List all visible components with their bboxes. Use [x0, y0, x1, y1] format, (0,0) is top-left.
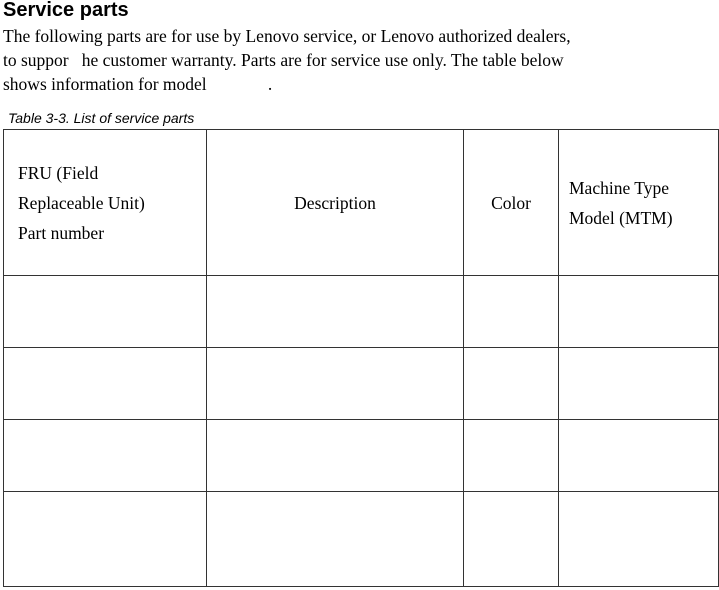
cell	[463, 419, 559, 492]
header-fru: FRU (Field Replaceable Unit) Part number	[3, 129, 207, 276]
table-header-row: FRU (Field Replaceable Unit) Part number…	[3, 129, 719, 276]
table-row	[3, 347, 719, 420]
cell	[463, 275, 559, 348]
header-line: Part number	[18, 222, 105, 243]
table-row	[3, 491, 719, 587]
paragraph-line: shows information for model .	[3, 74, 273, 94]
cell	[558, 419, 719, 492]
cell	[206, 491, 464, 587]
cell	[206, 275, 464, 348]
cell	[206, 419, 464, 492]
header-mtm: Machine Type Model (MTM)	[558, 129, 719, 276]
cell	[206, 347, 464, 420]
cell	[463, 491, 559, 587]
cell	[463, 347, 559, 420]
header-line: Machine Type	[569, 177, 670, 198]
table-caption: Table 3-3. List of service parts	[8, 110, 195, 126]
cell	[3, 275, 207, 348]
cell	[3, 347, 207, 420]
cell	[558, 347, 719, 420]
header-description: Description	[206, 129, 464, 276]
header-line: FRU (Field	[18, 162, 99, 183]
cell	[558, 491, 719, 587]
table-row	[3, 275, 719, 348]
service-parts-table: FRU (Field Replaceable Unit) Part number…	[3, 129, 719, 587]
paragraph-line: to suppor he customer warranty. Parts ar…	[3, 50, 564, 70]
cell	[3, 419, 207, 492]
table-row	[3, 419, 719, 492]
paragraph-line: The following parts are for use by Lenov…	[3, 26, 571, 46]
cell	[558, 275, 719, 348]
intro-paragraph: The following parts are for use by Lenov…	[3, 24, 719, 96]
header-color: Color	[463, 129, 559, 276]
header-line: Model (MTM)	[569, 207, 673, 228]
section-title: Service parts	[3, 0, 129, 21]
header-line: Replaceable Unit)	[18, 192, 145, 213]
cell	[3, 491, 207, 587]
